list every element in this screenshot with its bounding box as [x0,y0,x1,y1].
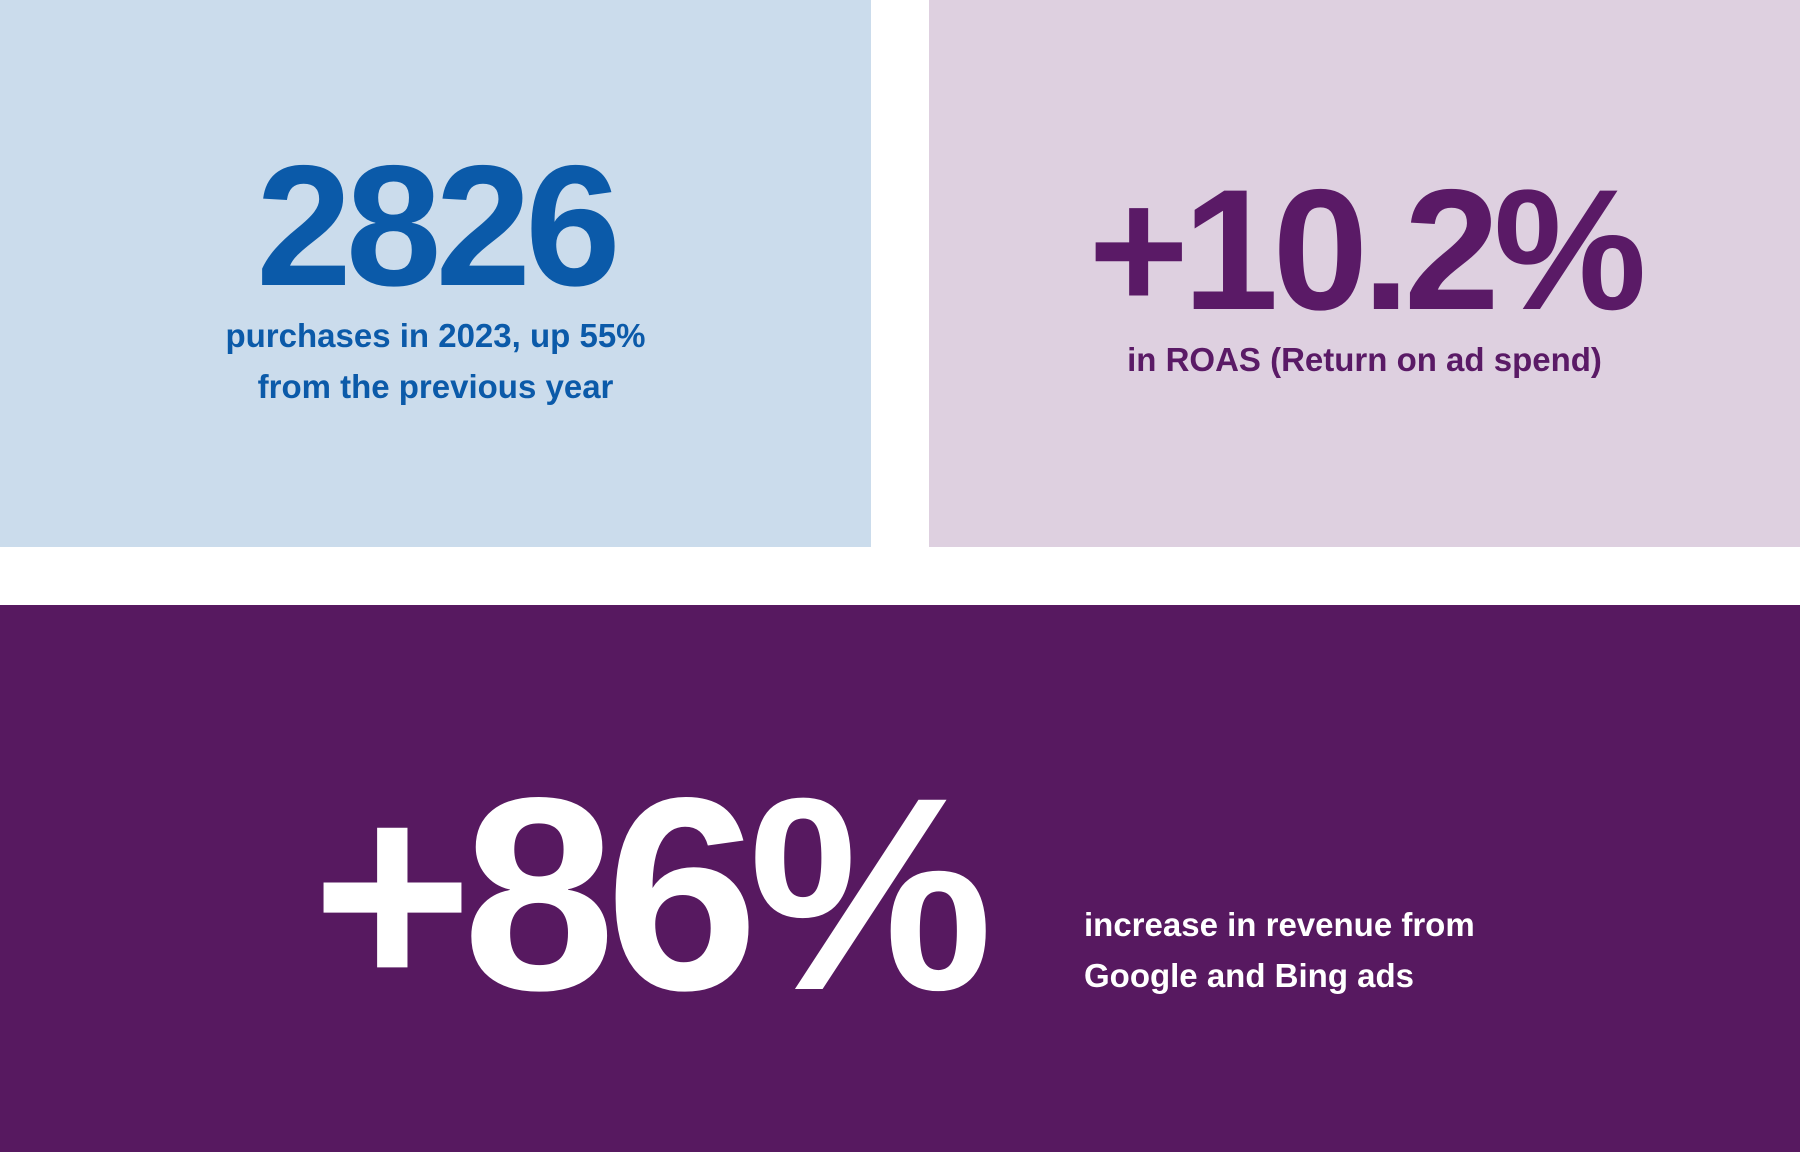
purchases-caption-line1: purchases in 2023, up 55% [225,317,646,354]
roas-caption: in ROAS (Return on ad spend) [1127,341,1602,378]
roas-stat-card: +10.2% in ROAS (Return on ad spend) [929,0,1800,547]
purchases-caption-line2: from the previous year [257,368,614,405]
roas-value: +10.2% [1088,154,1646,346]
purchases-stat-card: 2826 purchases in 2023, up 55% from the … [0,0,871,547]
revenue-caption-line2: Google and Bing ads [1084,957,1415,994]
revenue-caption-line1: increase in revenue from [1084,906,1475,943]
revenue-caption: increase in revenue from Google and Bing… [1084,899,1475,1001]
revenue-stat-card: +86% increase in revenue from Google and… [0,605,1800,1152]
purchases-value: 2826 [256,130,621,322]
revenue-value: +86% [312,741,993,1048]
purchases-caption: purchases in 2023, up 55% from the previ… [0,310,871,412]
